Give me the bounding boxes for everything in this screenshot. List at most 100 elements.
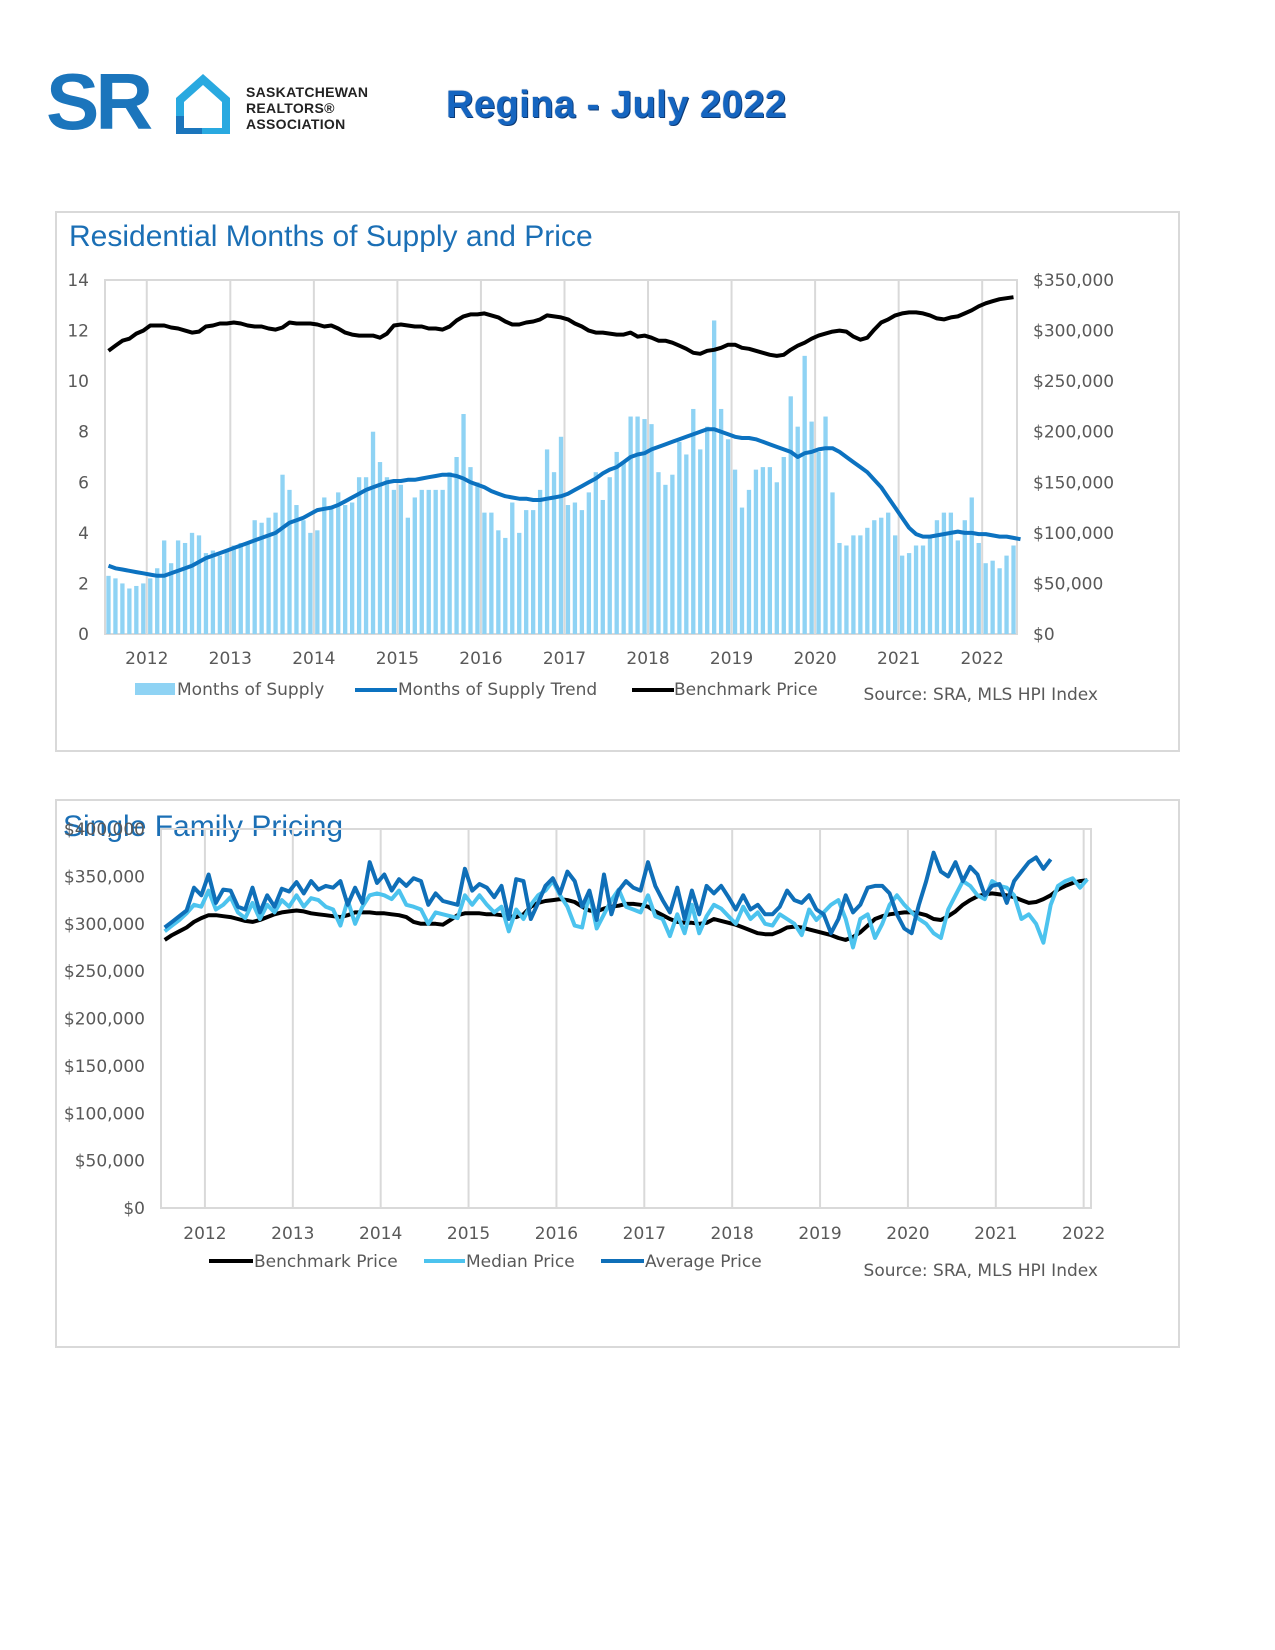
supply-bar bbox=[927, 537, 933, 634]
supply-bar bbox=[920, 545, 926, 634]
legend-label-trend: Months of Supply Trend bbox=[398, 680, 597, 700]
plot-area-border bbox=[160, 828, 1092, 1209]
supply-bar bbox=[746, 489, 752, 634]
supply-bar bbox=[642, 419, 647, 634]
supply-bar bbox=[663, 484, 668, 634]
supply-bar bbox=[315, 530, 320, 634]
supply-bar bbox=[934, 520, 940, 634]
supply-bar bbox=[210, 550, 216, 634]
supply-bar bbox=[168, 563, 174, 634]
supply-bar bbox=[370, 431, 376, 634]
y-left-tick-label: 4 bbox=[78, 524, 89, 544]
supply-bar bbox=[454, 457, 459, 634]
supply-bar bbox=[308, 532, 313, 634]
x-tick-label: 2017 bbox=[623, 1224, 666, 1244]
x-tick-label: 2021 bbox=[974, 1224, 1017, 1244]
supply-bar bbox=[997, 568, 1002, 634]
supply-bar bbox=[781, 457, 786, 634]
logo-org-name: SASKATCHEWAN REALTORS® ASSOCIATION bbox=[246, 84, 368, 132]
supply-bar bbox=[886, 512, 891, 634]
supply-bar bbox=[760, 467, 766, 634]
supply-bar bbox=[649, 424, 654, 634]
y-left-tick-label: 12 bbox=[67, 322, 89, 342]
y-left-tick-label: 6 bbox=[78, 473, 89, 493]
supply-bar bbox=[182, 542, 188, 634]
supply-bar bbox=[377, 462, 383, 634]
supply-bar bbox=[551, 472, 557, 634]
logo-org-line3: ASSOCIATION bbox=[246, 116, 346, 132]
x-tick-label: 2020 bbox=[793, 649, 836, 669]
x-tick-label: 2018 bbox=[626, 649, 669, 669]
y-tick-label: $350,000 bbox=[64, 867, 145, 887]
supply-bar bbox=[496, 530, 501, 634]
supply-bar bbox=[252, 520, 257, 634]
supply-bar bbox=[217, 555, 223, 634]
x-tick-label: 2013 bbox=[271, 1224, 314, 1244]
supply-bar bbox=[753, 469, 759, 634]
supply-bar bbox=[851, 535, 856, 634]
supply-bar bbox=[788, 396, 793, 634]
supply-bar bbox=[273, 512, 278, 634]
median-price-line bbox=[163, 876, 1089, 950]
supply-bar bbox=[224, 550, 229, 634]
legend-label-benchmark: Benchmark Price bbox=[674, 680, 818, 700]
chart-source: Source: SRA, MLS HPI Index bbox=[864, 685, 1098, 705]
supply-bar bbox=[301, 520, 306, 634]
x-tick-label: 2015 bbox=[376, 649, 419, 669]
x-tick-label: 2018 bbox=[711, 1224, 754, 1244]
supply-bar bbox=[349, 502, 355, 634]
supply-bar bbox=[795, 426, 800, 634]
y-tick-label: $400,000 bbox=[64, 820, 145, 840]
supply-bar bbox=[510, 502, 515, 634]
legend-swatch-supply bbox=[135, 683, 175, 695]
pricing-chart-title: Single Family Pricing bbox=[63, 810, 344, 843]
supply-bar bbox=[893, 535, 898, 634]
supply-bar bbox=[544, 449, 550, 634]
sra-logo: SR SASKATCHEWAN REALTORS® ASSOCIATION bbox=[46, 62, 386, 142]
supply-bar bbox=[872, 520, 877, 634]
supply-bar bbox=[524, 510, 529, 634]
supply-bar bbox=[120, 583, 125, 634]
y-tick-label: $100,000 bbox=[64, 1104, 145, 1124]
supply-bar bbox=[823, 416, 828, 634]
supply-bar bbox=[712, 320, 717, 634]
supply-bar bbox=[343, 505, 348, 634]
supply-bar bbox=[865, 527, 870, 634]
supply-bar bbox=[677, 441, 682, 634]
supply-bar bbox=[739, 507, 745, 634]
supply-bar bbox=[322, 497, 327, 634]
supply-bar bbox=[155, 568, 160, 634]
y-tick-label: $0 bbox=[123, 1199, 145, 1219]
supply-bar bbox=[336, 492, 341, 634]
house-icon bbox=[176, 74, 230, 134]
y-left-tick-label: 2 bbox=[78, 574, 89, 594]
supply-bar bbox=[175, 540, 181, 634]
supply-bar bbox=[732, 469, 738, 634]
x-tick-label: 2014 bbox=[292, 649, 335, 669]
x-tick-label: 2019 bbox=[798, 1224, 841, 1244]
y-right-tick-label: $350,000 bbox=[1033, 271, 1114, 291]
supply-bar bbox=[391, 489, 397, 634]
x-tick-label: 2014 bbox=[359, 1224, 402, 1244]
pricing-chart: 2012 2013 2014 2015 2016 2017 2018 2019 2020 2021… bbox=[64, 820, 1105, 1281]
supply-bar bbox=[419, 489, 424, 634]
x-tick-label: 2021 bbox=[877, 649, 920, 669]
supply-bar bbox=[238, 542, 243, 634]
supply-bar bbox=[948, 512, 954, 634]
supply-bar bbox=[461, 414, 466, 634]
supply-bar bbox=[593, 472, 598, 634]
supply-bar bbox=[203, 553, 209, 634]
supply-bar bbox=[969, 497, 974, 634]
y-left-tick-label: 10 bbox=[67, 372, 89, 392]
supply-bar bbox=[990, 560, 995, 634]
supply-bar bbox=[983, 563, 988, 634]
y-right-tick-label: $0 bbox=[1033, 625, 1055, 645]
logo-org-line1: SASKATCHEWAN bbox=[246, 84, 369, 100]
supply-bar bbox=[844, 545, 849, 634]
supply-bar bbox=[565, 505, 571, 634]
supply-bar bbox=[830, 492, 835, 634]
supply-bar bbox=[635, 416, 640, 634]
supply-bar bbox=[558, 436, 564, 634]
supply-bar bbox=[384, 477, 390, 634]
supply-bar bbox=[113, 578, 118, 634]
